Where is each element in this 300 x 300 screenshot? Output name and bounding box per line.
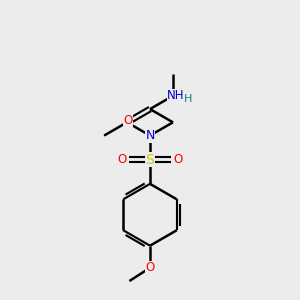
Text: NH: NH: [167, 89, 184, 102]
Text: S: S: [146, 153, 154, 167]
Text: N: N: [145, 129, 155, 142]
Text: O: O: [146, 261, 154, 274]
Text: O: O: [173, 153, 182, 166]
Text: O: O: [118, 153, 127, 166]
Text: O: O: [124, 114, 133, 127]
Text: H: H: [184, 94, 192, 104]
